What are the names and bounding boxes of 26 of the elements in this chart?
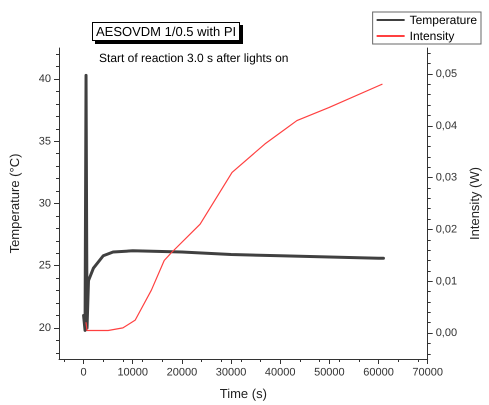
x-tick-label: 70000 [412, 366, 443, 378]
y2-tick-label: 0,02 [436, 223, 458, 236]
x-tick-label: 10000 [117, 366, 148, 378]
y2-tick-label: 0,05 [436, 68, 458, 80]
x-tick-label: 30000 [216, 366, 246, 378]
chart-title: AESOVDM 1/0.5 with PI [96, 24, 236, 39]
y2-tick-label: 0,04 [436, 120, 458, 132]
y2-tick-label: 0,01 [436, 275, 458, 288]
y-tick-label: 30 [38, 198, 51, 210]
x-tick-label: 60000 [363, 366, 394, 378]
y-axis-title: Temperature (°C) [7, 154, 22, 254]
y-tick-label: 35 [38, 135, 51, 148]
y2-tick-label: 0,03 [436, 172, 458, 184]
legend-label: Temperature [410, 13, 478, 27]
y-tick-label: 40 [38, 73, 51, 86]
x-tick-label: 20000 [166, 366, 198, 378]
legend-label: Intensity [410, 29, 454, 43]
x-tick-label: 0 [80, 366, 87, 378]
x-tick-label: 50000 [314, 366, 345, 378]
y2-tick-label: 0,00 [436, 327, 458, 340]
y-tick-label: 20 [38, 322, 51, 334]
annotation: Start of reaction 3.0 s after lights on [99, 51, 288, 65]
y-tick-label: 25 [38, 260, 51, 272]
x-axis-title: Time (s) [220, 386, 267, 401]
y2-axis-title: Intensity (W) [467, 167, 482, 240]
x-tick-label: 40000 [264, 366, 296, 378]
